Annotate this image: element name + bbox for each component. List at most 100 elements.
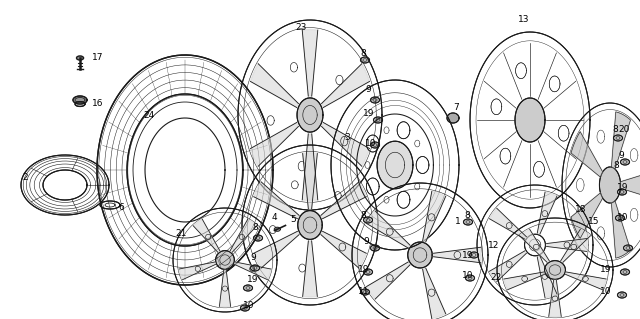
- Polygon shape: [220, 270, 230, 307]
- Text: 10: 10: [600, 287, 611, 296]
- Polygon shape: [371, 245, 380, 251]
- Text: 17: 17: [92, 53, 104, 62]
- Polygon shape: [298, 161, 305, 171]
- Polygon shape: [321, 64, 369, 108]
- Polygon shape: [397, 122, 410, 139]
- Polygon shape: [360, 289, 369, 295]
- Polygon shape: [297, 98, 323, 132]
- Polygon shape: [291, 181, 298, 189]
- Text: 4: 4: [272, 213, 278, 222]
- Text: 12: 12: [488, 241, 499, 249]
- Text: 8: 8: [360, 48, 365, 57]
- Text: 16: 16: [92, 99, 104, 108]
- Polygon shape: [552, 296, 558, 301]
- Polygon shape: [490, 251, 527, 282]
- Polygon shape: [374, 117, 383, 123]
- Polygon shape: [371, 97, 380, 103]
- Polygon shape: [470, 32, 590, 208]
- Text: 5: 5: [290, 216, 296, 225]
- Text: 13: 13: [518, 16, 529, 25]
- Polygon shape: [506, 261, 512, 267]
- Text: 19: 19: [600, 265, 611, 275]
- Text: 1: 1: [455, 218, 461, 226]
- Polygon shape: [173, 208, 277, 312]
- Polygon shape: [490, 208, 527, 239]
- Polygon shape: [377, 141, 413, 189]
- Polygon shape: [447, 113, 459, 123]
- Polygon shape: [566, 272, 606, 290]
- Polygon shape: [515, 98, 545, 142]
- Text: 10: 10: [617, 213, 628, 222]
- Text: 8: 8: [613, 160, 619, 169]
- Polygon shape: [336, 75, 343, 85]
- Polygon shape: [250, 266, 255, 271]
- Polygon shape: [422, 268, 445, 319]
- Text: 11: 11: [358, 286, 369, 295]
- Text: 21: 21: [175, 228, 186, 238]
- Polygon shape: [253, 231, 299, 268]
- Polygon shape: [516, 63, 526, 78]
- Polygon shape: [497, 218, 613, 319]
- Polygon shape: [397, 191, 410, 208]
- Polygon shape: [621, 269, 630, 275]
- Text: 6: 6: [118, 203, 124, 211]
- Polygon shape: [239, 234, 244, 240]
- Polygon shape: [506, 223, 512, 229]
- Polygon shape: [597, 227, 605, 240]
- Polygon shape: [520, 229, 549, 263]
- Polygon shape: [618, 189, 627, 195]
- Text: 2: 2: [22, 174, 28, 182]
- Polygon shape: [73, 96, 87, 104]
- Polygon shape: [463, 219, 472, 225]
- Polygon shape: [618, 292, 627, 298]
- Polygon shape: [127, 94, 243, 246]
- Polygon shape: [422, 191, 445, 242]
- Polygon shape: [542, 273, 548, 279]
- Polygon shape: [195, 266, 200, 271]
- Text: 23: 23: [295, 24, 307, 33]
- Polygon shape: [428, 289, 435, 296]
- Polygon shape: [549, 76, 560, 92]
- Polygon shape: [611, 112, 630, 169]
- Polygon shape: [597, 130, 605, 143]
- Polygon shape: [253, 182, 299, 219]
- Polygon shape: [614, 135, 623, 141]
- Text: 19: 19: [462, 251, 474, 261]
- Polygon shape: [611, 201, 630, 258]
- Polygon shape: [571, 193, 603, 238]
- Polygon shape: [230, 219, 257, 252]
- Polygon shape: [548, 280, 561, 317]
- Polygon shape: [340, 137, 348, 146]
- Polygon shape: [465, 275, 474, 281]
- Polygon shape: [564, 242, 570, 248]
- Polygon shape: [371, 142, 380, 148]
- Polygon shape: [269, 226, 276, 234]
- Polygon shape: [360, 57, 369, 63]
- Polygon shape: [534, 161, 545, 177]
- Text: 20: 20: [618, 125, 629, 135]
- Polygon shape: [321, 231, 366, 268]
- Polygon shape: [366, 178, 379, 195]
- Polygon shape: [387, 275, 393, 282]
- Polygon shape: [21, 155, 109, 215]
- Polygon shape: [302, 30, 317, 96]
- Polygon shape: [525, 234, 545, 256]
- Polygon shape: [352, 183, 488, 319]
- Polygon shape: [416, 157, 429, 174]
- Polygon shape: [250, 64, 298, 108]
- Polygon shape: [630, 149, 638, 162]
- Polygon shape: [365, 162, 370, 168]
- Polygon shape: [364, 269, 372, 275]
- Polygon shape: [97, 55, 273, 285]
- Polygon shape: [500, 148, 511, 164]
- Polygon shape: [571, 244, 577, 249]
- Text: 10: 10: [243, 300, 255, 309]
- Polygon shape: [223, 286, 228, 291]
- Polygon shape: [630, 208, 638, 221]
- Polygon shape: [216, 251, 234, 269]
- Polygon shape: [275, 227, 280, 231]
- Polygon shape: [620, 172, 640, 198]
- Polygon shape: [77, 56, 83, 60]
- Polygon shape: [384, 127, 389, 134]
- Polygon shape: [387, 228, 393, 235]
